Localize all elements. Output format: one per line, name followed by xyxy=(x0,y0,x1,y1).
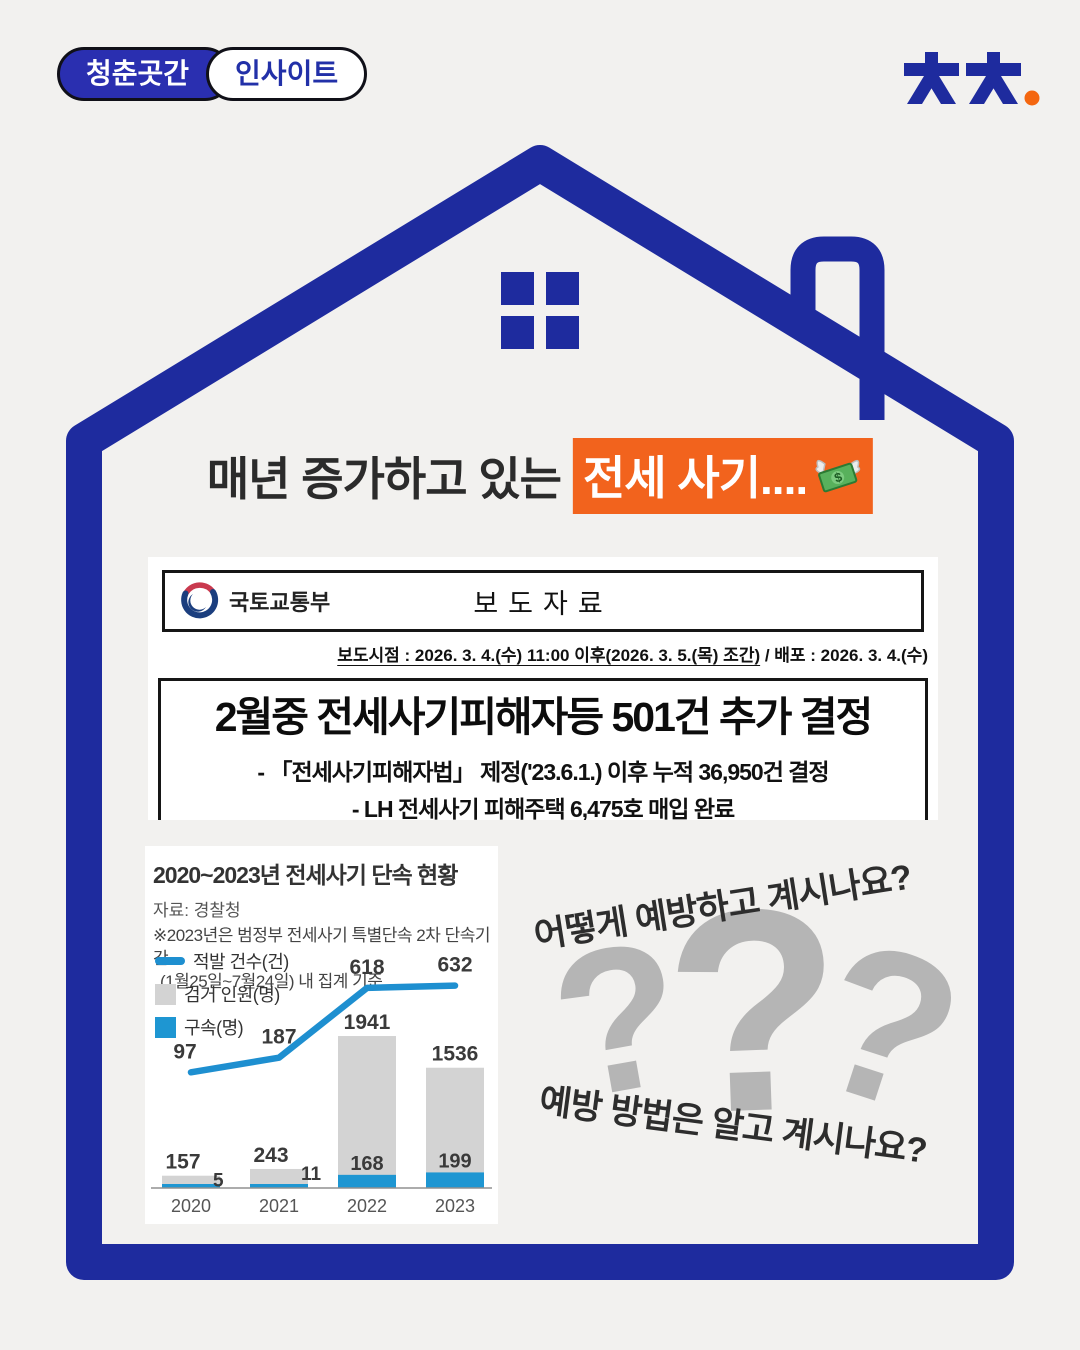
press-bullet-2: - LH 전세사기 피해주택 6,475호 매입 완료 xyxy=(351,795,735,820)
press-release-header: 국토교통부 보도자료 xyxy=(162,570,924,632)
press-headline-box: 2월중 전세사기피해자등 501건 추가 결정 - 「전세사기피해자법」 제정(… xyxy=(158,678,928,820)
badge-secondary: 인사이트 xyxy=(206,47,368,101)
legend-blue-swatch xyxy=(155,1016,176,1038)
press-headline: 2월중 전세사기피해자등 501건 추가 결정 xyxy=(214,694,874,740)
legend-gray-label: 검거 인원(명) xyxy=(184,985,280,1005)
svg-text:199: 199 xyxy=(438,1150,471,1172)
legend-item-line: 적발 건수(건) xyxy=(155,948,289,974)
press-bullet-1: - 「전세사기피해자법」 제정('23.6.1.) 이후 누적 36,950건 … xyxy=(257,759,829,786)
press-timing-line: 보도시점 : 2026. 3. 4.(수) 11:00 이후(2026. 3. … xyxy=(148,641,938,666)
logo-dot xyxy=(1024,90,1040,106)
enforcement-chart-card: 157 5 2020 243 11 2021 1941 168 2022 1536 199 2023 9… xyxy=(145,846,498,1224)
svg-text:11: 11 xyxy=(301,1164,322,1185)
press-bullets: - 「전세사기피해자법」 제정('23.6.1.) 이후 누적 36,950건 … xyxy=(167,754,919,820)
svg-text:2023: 2023 xyxy=(435,1196,475,1216)
legend-item-blue-bar: 구속(명) xyxy=(155,1014,289,1040)
press-doc-type: 보도자료 xyxy=(473,588,613,619)
svg-text:243: 243 xyxy=(253,1144,288,1167)
svg-text:168: 168 xyxy=(350,1153,383,1175)
house-window-icon xyxy=(501,272,579,349)
legend-gray-swatch xyxy=(155,983,176,1005)
legend-line-swatch xyxy=(155,957,185,965)
svg-text:618: 618 xyxy=(349,956,384,979)
brand-logo xyxy=(903,50,1041,115)
house-chimney xyxy=(790,236,885,420)
money-with-wings-icon: $ xyxy=(815,459,861,493)
svg-text:2021: 2021 xyxy=(259,1196,299,1216)
chch-logo-icon xyxy=(904,52,1040,106)
svg-text:1536: 1536 xyxy=(432,1043,479,1066)
legend-line-label: 적발 건수(건) xyxy=(193,952,289,972)
page-title-highlight-text: 전세 사기.... xyxy=(582,452,808,504)
svg-text:632: 632 xyxy=(437,954,472,977)
page-title-highlight: 전세 사기.... $ xyxy=(572,438,874,514)
press-timing-rest: / 배포 : 2026. 3. 4.(수) xyxy=(760,646,928,665)
svg-text:1941: 1941 xyxy=(344,1011,391,1034)
header-badges: 청춘곳간 인사이트 xyxy=(57,47,368,101)
page-title-prefix: 매년 증가하고 있는 xyxy=(206,453,562,505)
press-release-card: 국토교통부 보도자료 보도시점 : 2026. 3. 4.(수) 11:00 이… xyxy=(148,557,938,820)
page-title: 매년 증가하고 있는 전세 사기.... $ xyxy=(206,438,874,514)
chart-legend: 적발 건수(건) 검거 인원(명) 구속(명) xyxy=(155,948,289,1040)
svg-text:157: 157 xyxy=(165,1151,200,1174)
press-timing-underlined: 보도시점 : 2026. 3. 4.(수) 11:00 이후(2026. 3. … xyxy=(337,646,761,665)
legend-blue-label: 구속(명) xyxy=(184,1018,244,1038)
svg-text:2022: 2022 xyxy=(347,1196,387,1216)
badge-secondary-label: 인사이트 xyxy=(235,58,339,89)
svg-text:97: 97 xyxy=(173,1040,196,1063)
badge-primary-label: 청춘곳간 xyxy=(86,58,190,89)
svg-text:2020: 2020 xyxy=(171,1196,211,1216)
legend-item-gray-bar: 검거 인원(명) xyxy=(155,981,289,1007)
